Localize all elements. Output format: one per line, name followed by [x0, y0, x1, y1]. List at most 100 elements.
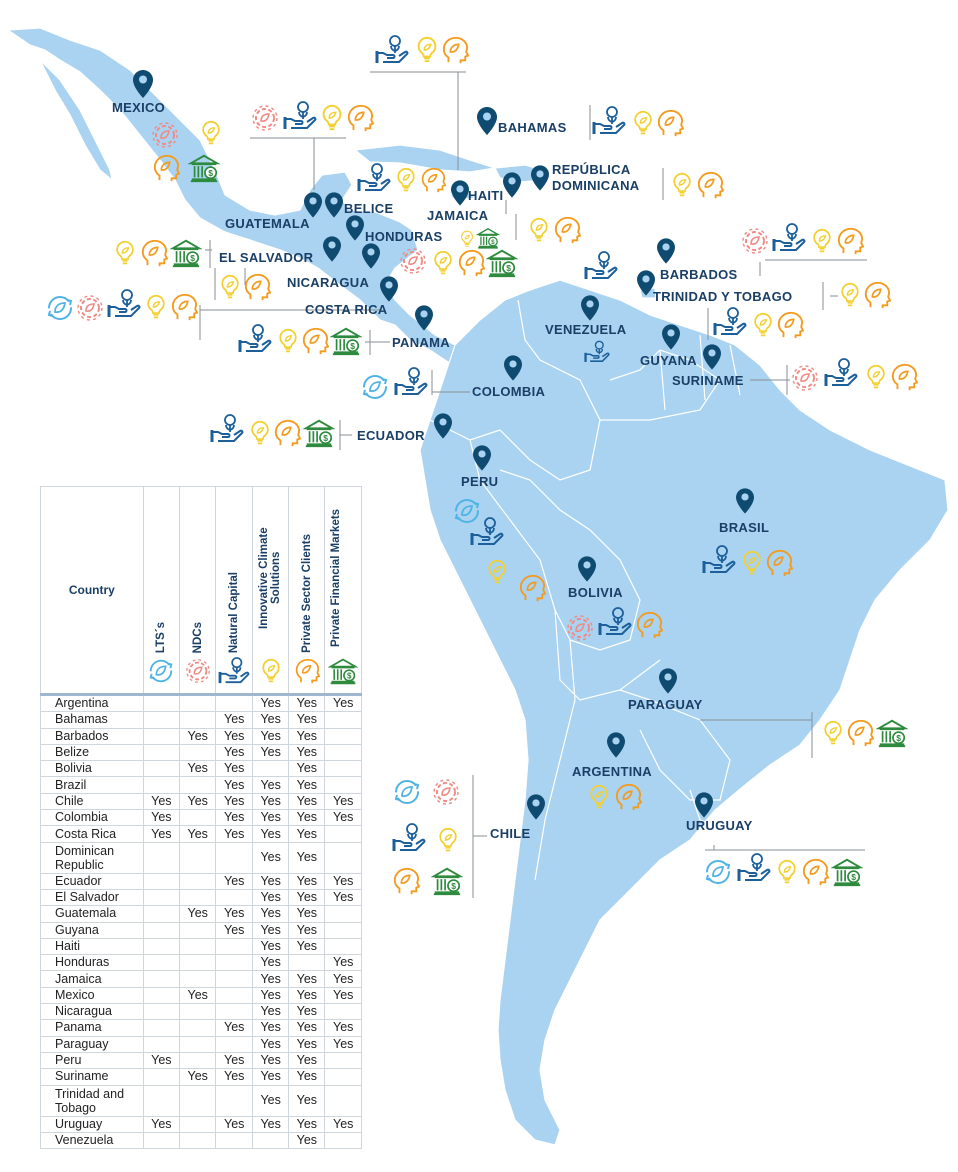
pillar-cell-innovative: Yes: [252, 743, 290, 762]
table-row: Venezuela Yes: [40, 1131, 362, 1150]
pillar-cell-private_clients: Yes: [288, 1003, 326, 1021]
pillar-cell-innovative: Yes: [252, 1003, 290, 1021]
country-cell: Dominican Republic: [40, 841, 144, 874]
recycle-leaf-icon: [706, 860, 730, 884]
bank-icon: [477, 228, 499, 249]
lightbulb-icon: [116, 240, 134, 265]
lightbulb-icon: [251, 420, 269, 445]
pillar-cell-financial: [324, 905, 362, 923]
pillar-cell-innovative: Yes: [252, 1051, 290, 1070]
label-paraguay: PARAGUAY: [628, 697, 703, 712]
country-labels: MEXICO BAHAMAS REPÚBLICA DOMINICANA HAIT…: [112, 100, 792, 841]
pillar-cell-innovative: Yes: [252, 888, 290, 907]
pillar-cell-natural: [215, 970, 254, 988]
mexico-central-america-landmass: [6, 27, 479, 371]
label-venezuela: VENEZUELA: [545, 322, 627, 337]
pillar-cell-natural: [215, 841, 254, 874]
table-row: Paraguay Yes Yes Yes: [40, 1035, 362, 1053]
pillar-cell-private_clients: Yes: [288, 1051, 326, 1070]
pillar-cell-natural: [215, 1003, 254, 1021]
lightbulb-icon: [673, 172, 691, 197]
pillar-cell-private_clients: Yes: [288, 1035, 326, 1053]
bank-icon: [331, 327, 361, 356]
pillar-cell-financial: Yes: [324, 792, 362, 811]
table-row: Jamaica Yes Yes Yes: [40, 970, 362, 988]
country-cell: El Salvador: [40, 888, 144, 907]
private-sector-clients-column-header: Private Sector Clients: [288, 486, 326, 695]
pin-barbados: [657, 238, 675, 264]
table-row: Panama Yes Yes Yes Yes: [40, 1019, 362, 1037]
table-row: Honduras Yes Yes: [40, 954, 362, 972]
pillar-cell-lts: [142, 1019, 181, 1037]
head-leaf-icon: [244, 273, 271, 302]
pillar-cell-private_clients: Yes: [288, 1084, 326, 1117]
pillar-cell-private_clients: Yes: [288, 1115, 326, 1133]
bank-icon: [832, 858, 862, 887]
pillar-cell-financial: [324, 1068, 362, 1086]
pillar-cell-innovative: Yes: [252, 921, 290, 939]
label-belice: BELICE: [344, 201, 393, 216]
table-row: Colombia Yes Yes Yes Yes Yes: [40, 809, 362, 827]
country-cell: Guyana: [40, 921, 144, 939]
table-row: Nicaragua Yes Yes: [40, 1003, 362, 1021]
pillar-cell-innovative: Yes: [252, 1068, 290, 1086]
land: [6, 27, 949, 1146]
pin-bahamas: [477, 107, 497, 135]
pillar-cell-ndc: [179, 776, 217, 794]
pillar-cell-ndc: [179, 888, 217, 907]
pin-haiti: [451, 180, 469, 206]
label-argentina: ARGENTINA: [572, 764, 652, 779]
pillar-cell-lts: [142, 970, 181, 988]
lightbulb-icon: [261, 658, 280, 683]
pillar-cell-ndc: [179, 970, 217, 988]
hand-plant-icon: [713, 306, 747, 337]
pillar-cell-financial: [324, 727, 362, 745]
pillar-cell-private_clients: Yes: [288, 760, 326, 778]
pillar-cell-natural: Yes: [215, 711, 254, 729]
pillar-cell-innovative: Yes: [252, 711, 290, 729]
cuba: [353, 144, 496, 173]
lightbulb-icon: [434, 250, 452, 275]
country-cell: Bolivia: [40, 760, 144, 778]
pillars-by-country-table: Country LTS´s NDCs Natural Capital Innov…: [40, 486, 362, 1150]
lightbulb-icon: [439, 827, 457, 852]
pillar-cell-lts: [142, 1068, 181, 1086]
pillar-cell-financial: [324, 711, 362, 729]
pillar-cell-ndc: Yes: [179, 825, 217, 843]
pillar-cell-ndc: [179, 954, 217, 972]
lts-header-label: LTS´s: [155, 621, 168, 653]
gear-leaf-icon: [742, 228, 768, 254]
private-financial-markets-header-label: Private Financial Markets: [330, 508, 343, 648]
pillar-cell-ndc: [179, 1084, 217, 1117]
pillar-cell-natural: [215, 1035, 254, 1053]
table-row: Ecuador Yes Yes Yes Yes: [40, 872, 362, 890]
table-row: Peru Yes Yes Yes Yes: [40, 1051, 362, 1070]
lightbulb-icon: [202, 120, 220, 145]
country-cell: Uruguay: [40, 1115, 144, 1133]
lightbulb-icon: [417, 36, 437, 63]
pillar-cell-private_clients: Yes: [288, 888, 326, 907]
pillar-cell-natural: Yes: [215, 905, 254, 923]
country-cell: Trinidad and Tobago: [40, 1084, 144, 1117]
head-leaf-icon: [697, 171, 724, 200]
pillar-cell-ndc: Yes: [179, 792, 217, 811]
pillar-cell-financial: [324, 760, 362, 778]
hand-plant-icon: [238, 323, 272, 354]
head-leaf-icon: [864, 281, 891, 310]
hand-plant-icon: [772, 222, 806, 253]
head-leaf-icon: [891, 363, 918, 392]
pillar-cell-ndc: Yes: [179, 986, 217, 1005]
pillar-cell-lts: [142, 1131, 181, 1150]
pillar-cell-natural: [215, 986, 254, 1005]
pillar-cell-lts: Yes: [142, 809, 181, 827]
pillar-cell-innovative: Yes: [252, 905, 290, 923]
label-panama: PANAMA: [392, 335, 450, 350]
gear-leaf-icon: [433, 779, 459, 805]
hand-plant-icon: [107, 288, 141, 319]
pillar-cell-financial: [324, 921, 362, 939]
pillar-cell-financial: [324, 1131, 362, 1150]
pillar-cell-innovative: Yes: [252, 937, 290, 956]
pillar-cell-innovative: Yes: [252, 1019, 290, 1037]
head-leaf-icon: [847, 719, 874, 748]
pillar-cell-ndc: [179, 692, 217, 713]
